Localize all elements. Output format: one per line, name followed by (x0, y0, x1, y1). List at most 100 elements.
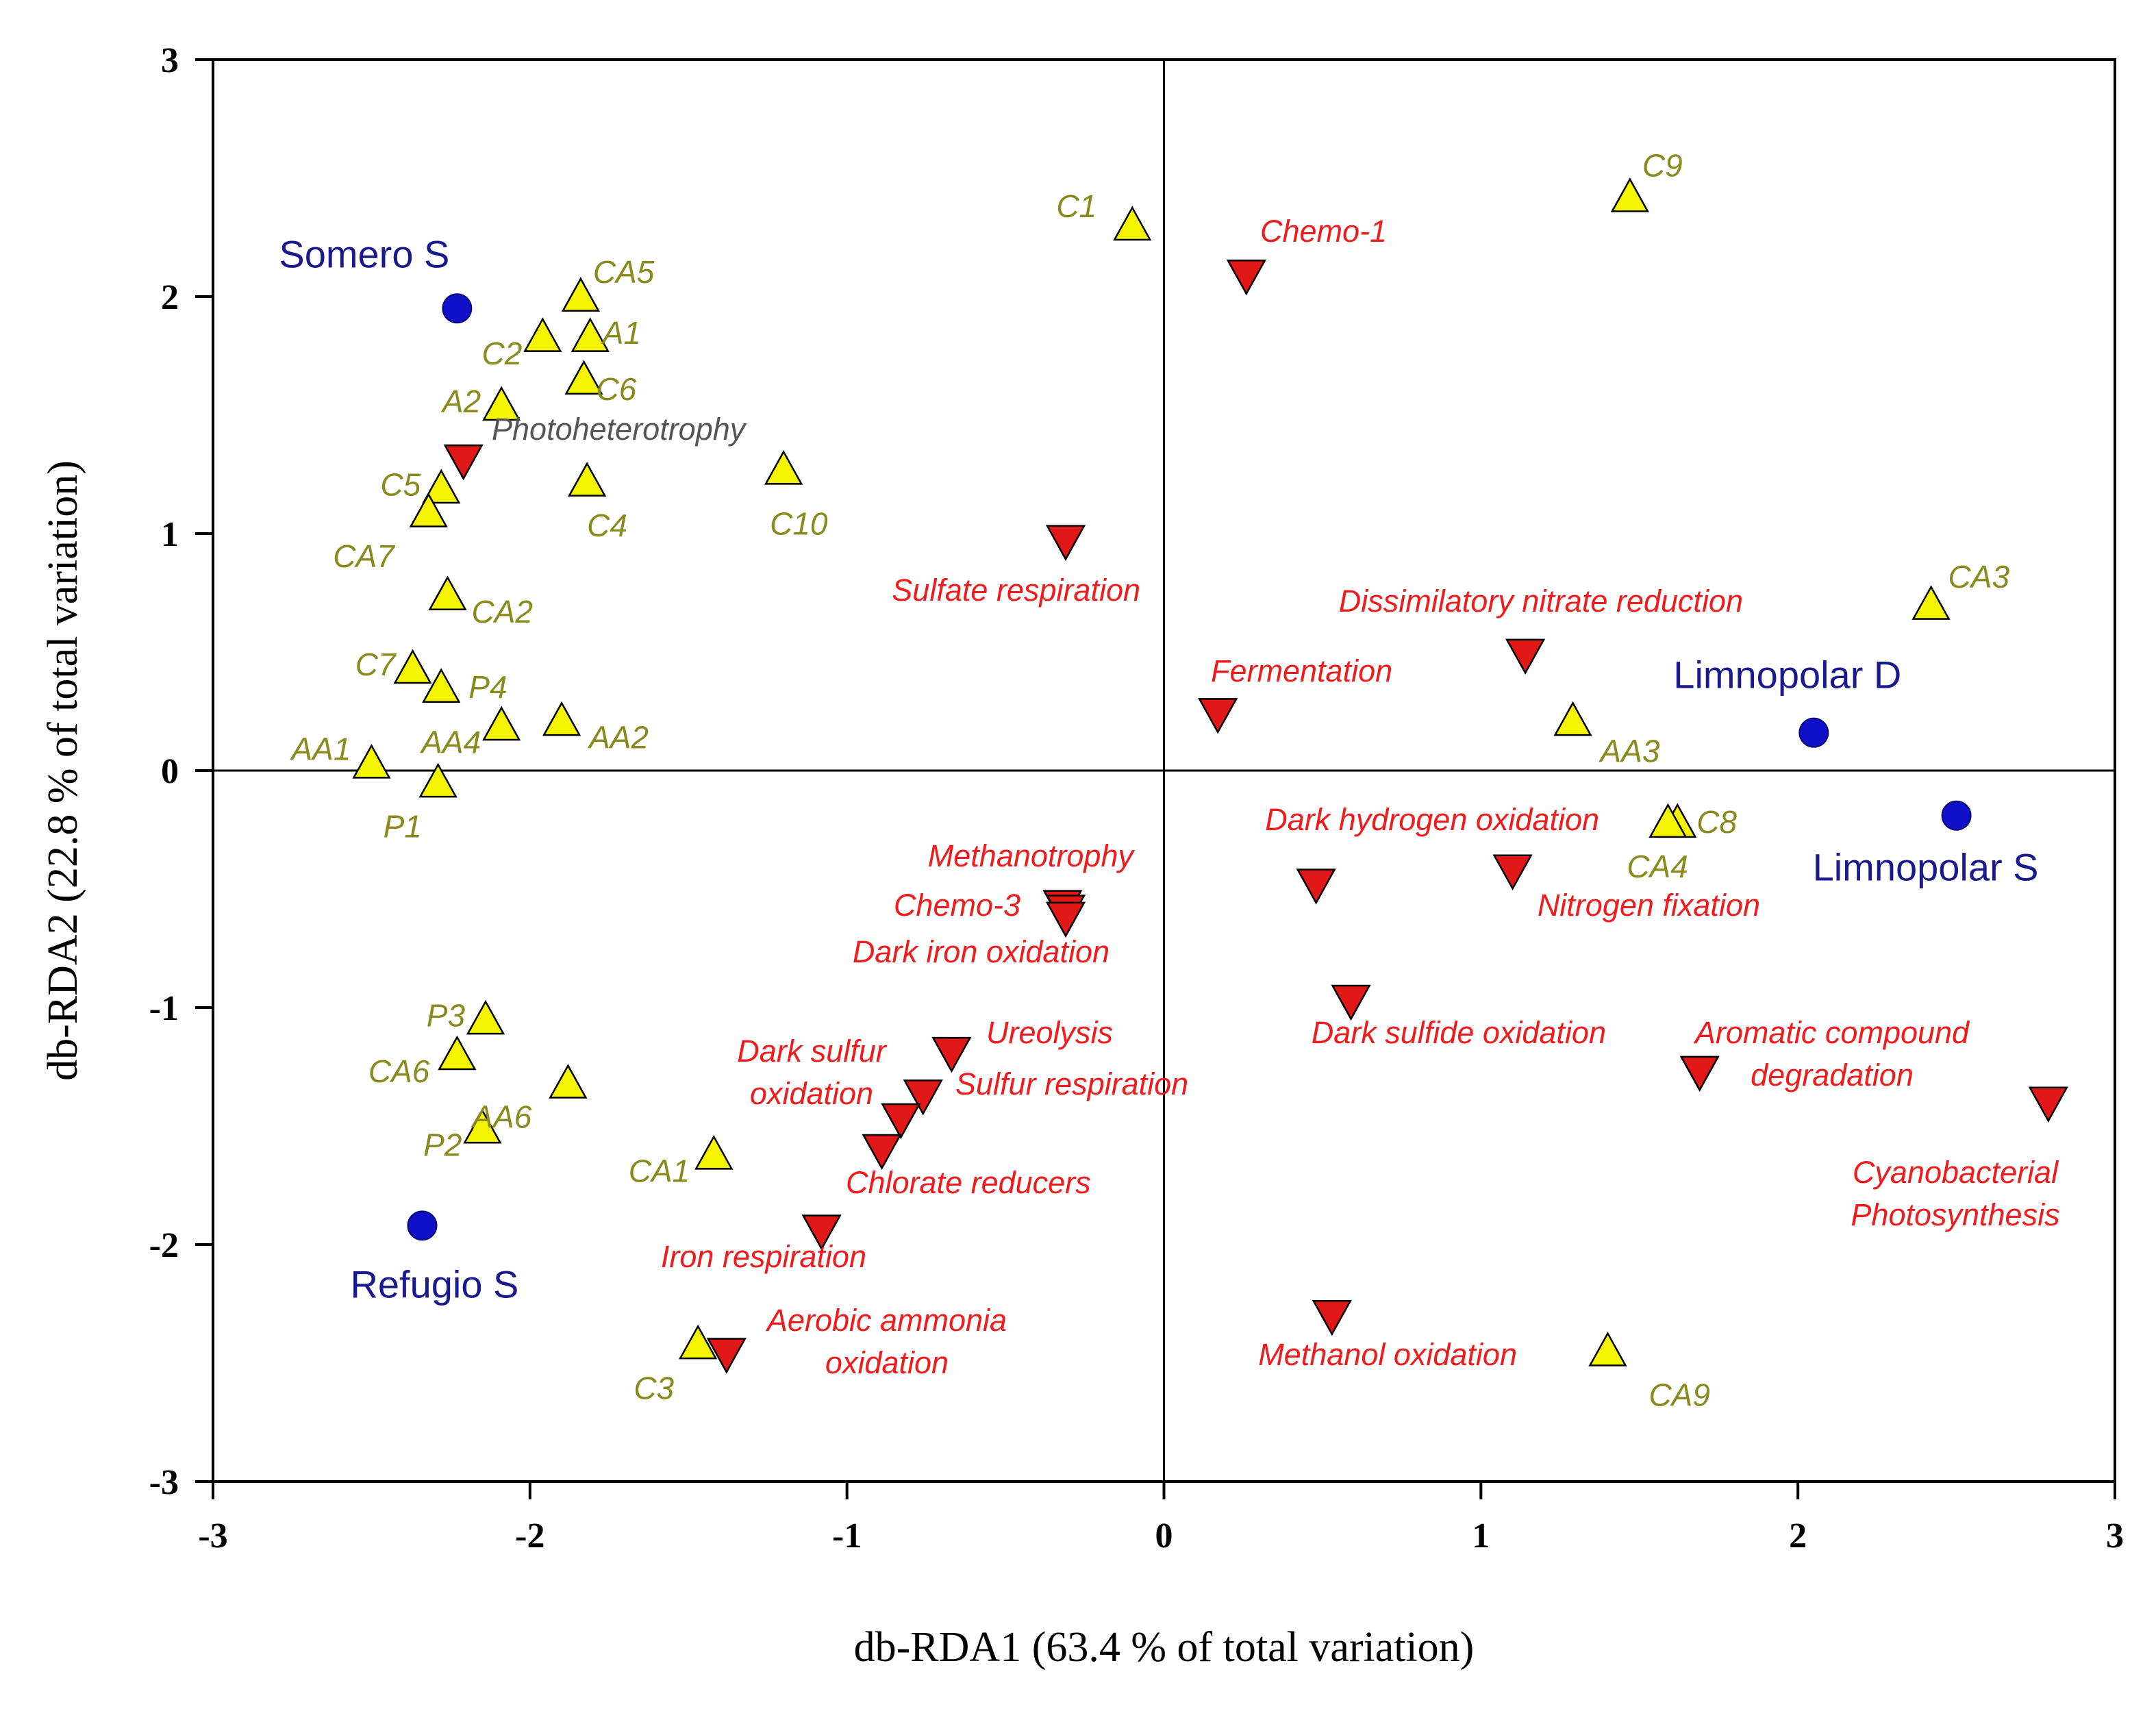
function-label-methanol-oxidation: Methanol oxidation (1258, 1337, 1517, 1372)
sample-label-ca9: CA9 (1649, 1377, 1709, 1413)
sample-point-aa1 (352, 744, 391, 779)
sample-label-p3: P3 (427, 997, 466, 1033)
function-label-methanotrophy: Methanotrophy (928, 838, 1136, 873)
function-label-dark-sulfide-oxidation: Dark sulfide oxidation (1312, 1015, 1606, 1050)
sample-label-ca5: CA5 (593, 254, 655, 290)
sample-point-p1 (418, 762, 457, 798)
function-label-line: Photosynthesis (1851, 1197, 2059, 1232)
function-points (443, 260, 2068, 1374)
sample-label-c2: C2 (482, 336, 523, 371)
function-point-sulfate-respiration (1045, 525, 1086, 561)
function-label-line: Chlorate reducers (846, 1165, 1091, 1200)
sample-label-a2: A2 (440, 384, 481, 419)
function-label-chemo-3: Chemo-3 (894, 888, 1020, 923)
function-point-aerobic-ammonia-oxidation (706, 1338, 747, 1374)
function-label-line: Methanol oxidation (1258, 1337, 1517, 1372)
sample-point-ca1 (694, 1134, 734, 1170)
y-tick-label: 1 (161, 515, 179, 554)
site-point-somero-s (442, 293, 473, 324)
function-label-line: Aromatic compound (1693, 1015, 1970, 1050)
function-label-chlorate-reducers: Chlorate reducers (846, 1165, 1091, 1200)
sample-label-aa3: AA3 (1599, 733, 1660, 769)
function-label-aerobic-ammonia-oxidation: Aerobic ammonia oxidation (765, 1303, 1007, 1380)
x-tick-label: 1 (1472, 1516, 1490, 1556)
sample-label-a1: A1 (601, 315, 641, 351)
function-label-dark-iron-oxidation: Dark iron oxidation (853, 934, 1110, 969)
function-point-dark-sulfur-oxidation (881, 1103, 921, 1140)
function-label-line: Nitrogen fixation (1538, 888, 1760, 923)
function-label-sulfur-respiration: Sulfur respiration (955, 1066, 1188, 1101)
sample-point-p3 (466, 999, 505, 1035)
sample-label-aa1: AA1 (289, 732, 351, 767)
sample-point-c5 (422, 469, 461, 504)
site-label-somero-s: Somero S (279, 232, 449, 275)
sample-point-c7 (393, 649, 432, 684)
sample-point-ca5 (561, 277, 601, 312)
sample-label-ca7: CA7 (333, 538, 395, 574)
function-label-line: Dark sulfur (737, 1034, 888, 1069)
sample-label-p2: P2 (423, 1127, 462, 1162)
sample-label-aa4: AA4 (419, 724, 481, 760)
function-label-line: Iron respiration (661, 1239, 866, 1274)
function-label-line: Photoheterotrophy (492, 412, 747, 447)
sample-point-c6 (564, 360, 603, 395)
function-label-fermentation: Fermentation (1211, 653, 1392, 688)
function-label-dark-hydrogen-oxidation: Dark hydrogen oxidation (1265, 802, 1599, 837)
function-label-ureolysis: Ureolysis (986, 1015, 1113, 1050)
function-label-line: Methanotrophy (928, 838, 1136, 873)
function-label-line: Sulfur respiration (955, 1066, 1188, 1101)
sample-label-aa2: AA2 (587, 719, 649, 755)
function-label-sulfate-respiration: Sulfate respiration (892, 573, 1140, 608)
function-point-photoheterotrophy (443, 444, 484, 481)
sample-point-aa4 (482, 705, 521, 741)
sample-label-aa6: AA6 (470, 1099, 531, 1135)
sample-point-c10 (764, 450, 803, 485)
x-tick-label: -2 (515, 1516, 544, 1556)
function-point-ureolysis (931, 1036, 972, 1073)
site-point-limnopolar-s (1941, 800, 1972, 831)
sample-label-c9: C9 (1642, 148, 1683, 184)
y-axis-title: db-RDA2 (22.8 % of total variation) (40, 460, 86, 1081)
sample-label-c5: C5 (380, 466, 421, 502)
sample-label-ca3: CA3 (1948, 559, 2010, 595)
function-point-fermentation (1198, 698, 1238, 734)
sample-point-ca9 (1588, 1332, 1627, 1366)
function-label-line: degradation (1751, 1058, 1914, 1092)
axis-ticks: -3 -2 -1 0 1 2 3 -3 -2 -1 0 1 2 3 (149, 41, 2124, 1556)
y-tick-label: 2 (161, 278, 179, 317)
sample-label-c10: C10 (770, 506, 828, 542)
function-label-line: Fermentation (1211, 653, 1392, 688)
sample-label-c4: C4 (587, 508, 627, 543)
function-point-cyanobacterial-photosynthesis (2028, 1086, 2068, 1123)
function-point-aromatic-compound-degradation (1679, 1056, 1720, 1092)
site-point-limnopolar-d (1798, 717, 1829, 748)
sample-point-a2 (482, 386, 521, 421)
sample-label-ca1: CA1 (629, 1153, 690, 1189)
site-points (407, 293, 1972, 1241)
function-label-line: oxidation (825, 1345, 949, 1380)
sample-point-p2 (463, 1108, 502, 1144)
point-labels: Somero S Refugio S Limnopolar D Limnopolar … (279, 148, 2059, 1413)
sample-point-ca6 (438, 1035, 477, 1071)
sample-point-c4 (568, 462, 607, 497)
site-label-limnopolar-d: Limnopolar D (1673, 653, 1901, 697)
sample-label-ca2: CA2 (471, 594, 532, 629)
sample-point-ca4 (1649, 803, 1688, 838)
function-point-dark-sulfide-oxidation (1331, 984, 1371, 1021)
function-point-methanol-oxidation (1312, 1299, 1352, 1336)
sample-points (352, 177, 1951, 1366)
function-label-line: oxidation (750, 1076, 873, 1111)
sample-point-c3 (679, 1324, 718, 1360)
function-label-line: Aerobic ammonia (765, 1303, 1007, 1338)
function-label-line: Sulfate respiration (892, 573, 1140, 608)
function-label-line: Ureolysis (986, 1015, 1113, 1050)
function-point-iron-respiration (801, 1214, 842, 1251)
sample-label-p1: P1 (384, 808, 422, 844)
function-label-line: Dark hydrogen oxidation (1265, 802, 1599, 837)
sample-point-a1 (571, 317, 610, 352)
function-point-chemo-1 (1226, 260, 1266, 296)
function-point-sulfur-respiration (903, 1079, 943, 1116)
sample-point-ca2 (428, 575, 467, 611)
y-tick-label: -3 (149, 1463, 179, 1502)
function-label-aromatic-compound-degradation: Aromatic compound degradation (1693, 1015, 1970, 1092)
